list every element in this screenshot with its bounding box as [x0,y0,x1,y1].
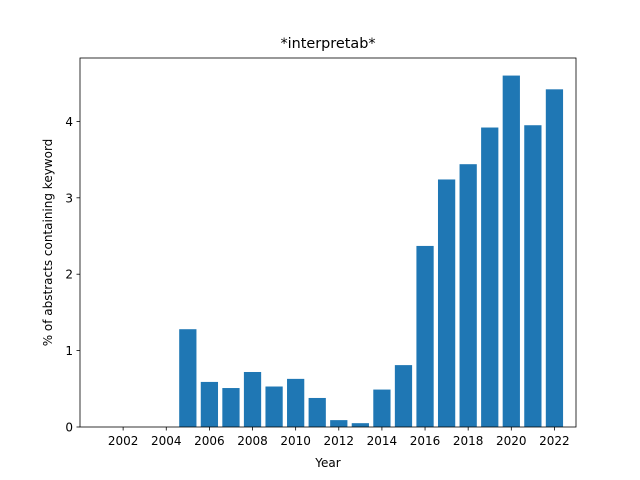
x-axis-label: Year [314,456,340,470]
y-axis-ticks: 0 1 2 3 4 [65,115,80,435]
bars-group [179,75,564,428]
x-tick-label: 2018 [453,434,484,448]
bar-2016 [416,245,434,427]
y-tick-label: 0 [65,421,73,435]
bar-2015 [394,365,413,427]
bar-2021 [524,125,542,428]
bar-2005 [179,329,197,427]
bar-2022 [545,89,564,427]
bar-2007 [222,388,240,427]
x-tick-label: 2010 [280,434,311,448]
bar-2008 [243,371,262,427]
bar-2013 [351,423,369,427]
bar-2011 [308,397,326,427]
y-tick-label: 1 [65,344,73,358]
x-tick-label: 2002 [108,434,139,448]
bar-2006 [200,381,219,427]
bar-2020 [502,75,520,428]
y-tick-label: 2 [65,268,73,282]
x-tick-label: 2004 [151,434,182,448]
bar-2009 [265,386,283,427]
x-tick-label: 2016 [410,434,441,448]
chart-title: *interpretab* [280,36,375,52]
x-tick-label: 2014 [367,434,398,448]
x-tick-label: 2012 [324,434,355,448]
bar-2012 [330,420,348,427]
x-tick-label: 2008 [237,434,268,448]
x-tick-label: 2022 [539,434,570,448]
x-tick-label: 2020 [496,434,527,448]
y-axis-label: % of abstracts containing keyword [41,139,55,347]
bar-2014 [373,389,391,427]
bar-2017 [437,179,456,427]
plot-frame [79,57,577,428]
bar-2010 [287,378,305,427]
x-axis-ticks: 2002 2004 2006 2008 2010 2012 2014 2016 2018 2020… [108,427,570,448]
bar-2018 [459,164,477,427]
bar-2019 [481,127,499,428]
x-tick-label: 2006 [194,434,225,448]
y-tick-label: 4 [65,115,73,129]
y-tick-label: 3 [65,191,73,205]
